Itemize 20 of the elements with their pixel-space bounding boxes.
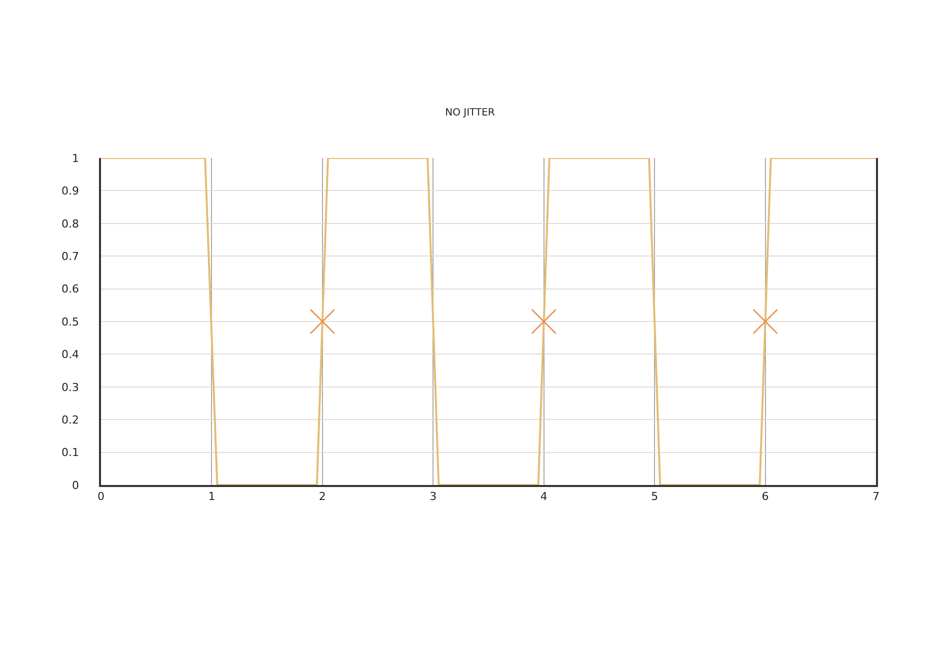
x-tick-label: 2 — [318, 490, 326, 503]
y-tick-label: 0.9 — [62, 184, 80, 198]
y-tick-label: 0.2 — [62, 413, 80, 426]
x-tick-label: 3 — [430, 490, 437, 503]
x-tick-label: 7 — [872, 490, 880, 503]
x-tick-label: 6 — [762, 490, 769, 503]
y-tick-label: 0.8 — [62, 217, 80, 230]
y-tick-label: 0 — [72, 478, 80, 492]
y-tick-label: 0.5 — [62, 315, 80, 328]
x-tick-label: 0 — [98, 490, 104, 503]
y-tick-label: 0.7 — [62, 250, 80, 263]
y-tick-label: 0.3 — [62, 380, 80, 394]
y-tick-label: 0.6 — [62, 282, 80, 296]
y-tick-label: 1 — [72, 152, 80, 165]
x-tick-label: 5 — [651, 490, 658, 503]
x-tick-label: 1 — [208, 490, 216, 503]
y-tick-label: 0.4 — [62, 348, 80, 362]
y-tick-label: 0.1 — [62, 446, 80, 460]
x-tick-label: 4 — [540, 490, 548, 503]
chart-title: NO JITTER — [445, 108, 495, 118]
